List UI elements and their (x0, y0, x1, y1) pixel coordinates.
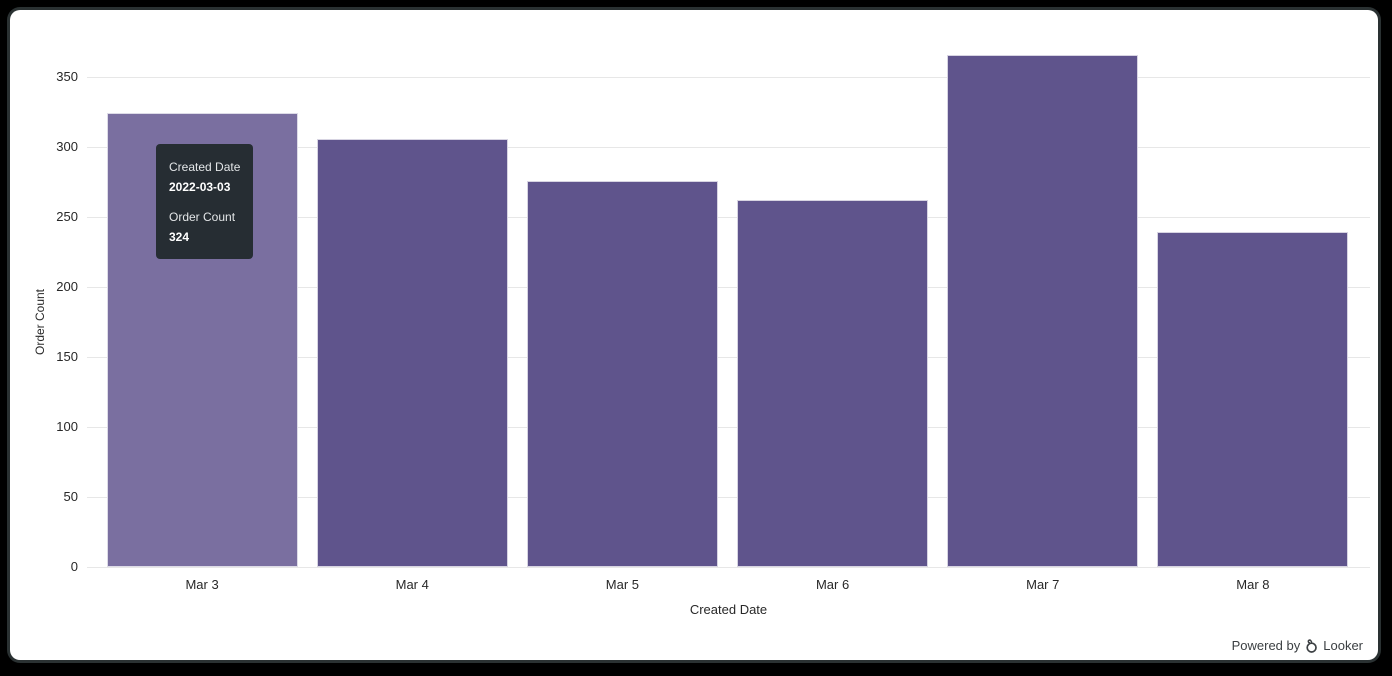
bar-mar-7[interactable] (947, 54, 1139, 567)
x-axis-tick-label: Mar 6 (815, 577, 850, 592)
y-gridline (87, 567, 1370, 568)
y-axis-tick-label: 300 (56, 139, 78, 154)
chart-card: Order Count Created Date Created Date 202… (10, 10, 1378, 660)
x-axis-tick-label: Mar 7 (1026, 577, 1060, 592)
bar-mar-6[interactable] (737, 200, 929, 567)
powered-by-text: Powered by (1231, 638, 1301, 653)
y-axis-tick-label: 150 (56, 349, 78, 364)
y-axis-tick-label: 0 (70, 559, 78, 574)
y-axis-tick-label: 350 (56, 69, 78, 84)
tooltip-label: Order Count (169, 210, 236, 224)
y-axis-tick-label: 200 (56, 279, 78, 294)
bar-mar-8[interactable] (1157, 232, 1349, 567)
y-axis-title: Order Count (33, 288, 47, 356)
tooltip-value: 324 (169, 230, 190, 244)
tooltip-row: Order Count 324 (169, 207, 240, 247)
tooltip-value: 2022-03-03 (169, 180, 231, 194)
bar-mar-4[interactable] (316, 138, 508, 567)
y-gridline (87, 147, 1370, 148)
x-axis-tick-label: Mar 8 (1236, 577, 1270, 592)
looker-logo-icon (1306, 639, 1318, 653)
x-axis-tick-label: Mar 3 (185, 577, 219, 592)
y-axis-tick-label: 250 (56, 209, 78, 224)
chart-canvas: Order Count Created Date Created Date 202… (10, 10, 1378, 660)
bar-mar-5[interactable] (526, 180, 718, 567)
tooltip-label: Created Date (169, 160, 241, 174)
y-axis-tick-label: 100 (56, 419, 78, 434)
y-gridline (87, 287, 1370, 288)
x-axis-tick-label: Mar 5 (605, 577, 640, 592)
y-gridline (87, 427, 1370, 428)
y-gridline (87, 77, 1370, 78)
y-gridline (87, 497, 1370, 498)
powered-by-looker-link[interactable]: Powered by Looker (1232, 637, 1363, 654)
chart-tooltip: Created Date 2022-03-03 Order Count 324 (156, 144, 254, 259)
x-axis-title: Created Date (689, 602, 768, 617)
brand-text: Looker (1323, 638, 1363, 653)
tooltip-row: Created Date 2022-03-03 (169, 157, 240, 197)
x-axis-tick-label: Mar 4 (395, 577, 429, 592)
y-axis-tick-label: 50 (63, 489, 78, 504)
y-gridline (87, 357, 1370, 358)
y-gridline (87, 217, 1370, 218)
